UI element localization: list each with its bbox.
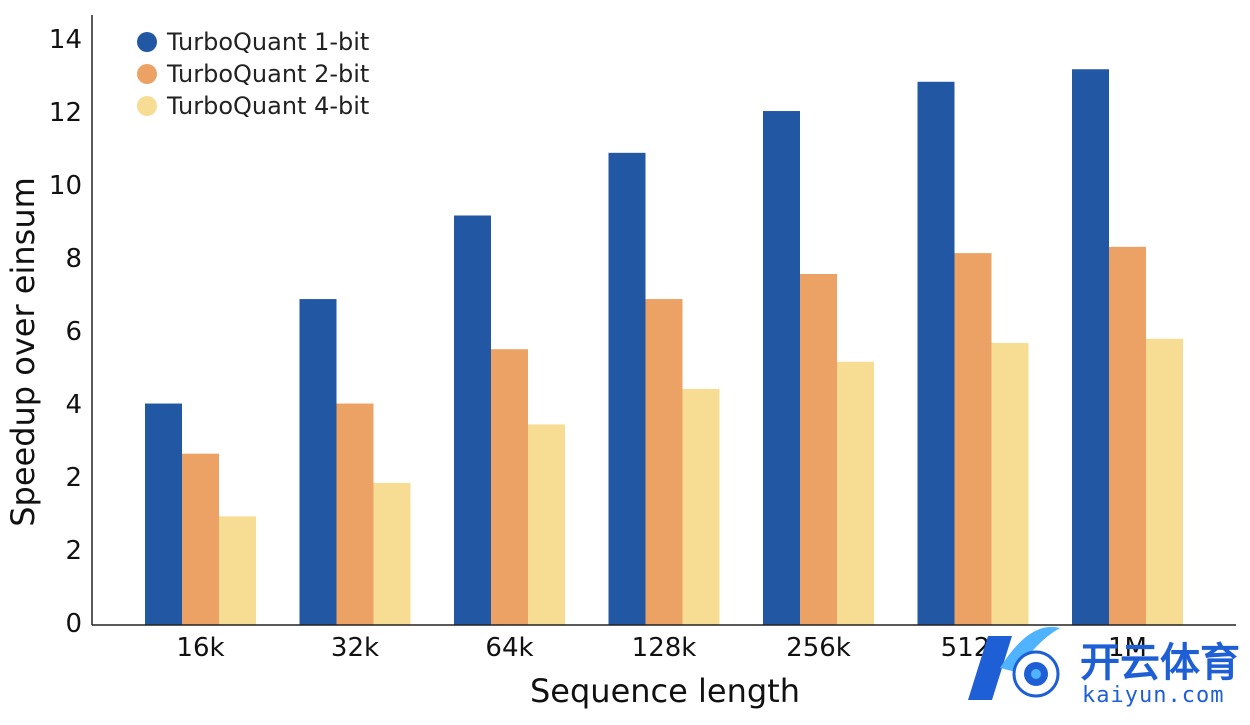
bar-128k-series-1	[608, 152, 646, 626]
bar-128k-series-3	[682, 388, 720, 625]
bar-1M-series-3	[1146, 338, 1183, 625]
y-axis-label: Speedup over einsum	[4, 177, 42, 527]
legend-label: TurboQuant 4-bit	[166, 92, 369, 120]
y-tick-label: 6	[65, 317, 82, 347]
bar-64k-series-2	[491, 349, 528, 625]
y-tick-label: 12	[49, 98, 82, 128]
watermark-brand: 开云体育	[1080, 640, 1240, 686]
x-tick-labels: 16k 32k 64k 128k 256k 512k 1M	[176, 633, 1147, 663]
bar-1M-series-1	[1072, 69, 1109, 625]
y-tick-label: 8	[65, 244, 82, 274]
bar-64k-series-3	[528, 424, 565, 625]
axes-group	[91, 15, 1236, 626]
y-tick-label: 0	[65, 609, 82, 639]
bar-16k-series-1	[145, 403, 182, 625]
x-tick-label: 64k	[485, 633, 533, 663]
bar-128k-series-2	[645, 299, 683, 625]
x-axis-label: Sequence length	[530, 672, 800, 710]
bar-32k-series-3	[373, 482, 411, 625]
y-tick-label: 10	[49, 171, 82, 201]
bar-256k-series-2	[800, 274, 837, 625]
x-tick-label: 128k	[632, 633, 697, 663]
x-tick-label: 1M	[1108, 633, 1147, 663]
bar-256k-series-3	[837, 361, 874, 625]
legend-marker	[137, 64, 157, 84]
bar-512k-series-2	[954, 253, 992, 625]
watermark: 开云体育 kaiyun.com	[968, 626, 1240, 708]
y-tick-label: 14	[49, 25, 82, 55]
y-tick-labels: 0 2 2 4 6 8 10 12 14	[49, 25, 82, 639]
bars-group	[145, 69, 1183, 626]
bar-32k-series-2	[336, 403, 374, 625]
legend: TurboQuant 1-bit TurboQuant 2-bit TurboQua…	[137, 28, 369, 120]
y-tick-label: 4	[65, 390, 82, 420]
bar-16k-series-2	[182, 453, 219, 625]
bar-32k-series-1	[299, 299, 337, 625]
legend-marker	[137, 32, 157, 52]
bar-256k-series-1	[763, 111, 800, 626]
watermark-url: kaiyun.com	[1082, 683, 1224, 708]
legend-label: TurboQuant 2-bit	[166, 60, 369, 88]
y-tick-label: 2	[65, 463, 82, 493]
bar-16k-series-3	[219, 516, 256, 625]
bar-512k-series-3	[991, 342, 1029, 625]
bar-64k-series-1	[454, 215, 491, 625]
legend-marker	[137, 96, 157, 116]
x-tick-label: 16k	[176, 633, 224, 663]
watermark-logo-icon	[968, 626, 1060, 700]
x-tick-label: 32k	[331, 633, 379, 663]
x-tick-label: 256k	[786, 633, 851, 663]
bar-512k-series-1	[917, 81, 955, 626]
bar-1M-series-2	[1109, 246, 1146, 625]
y-tick-label: 2	[65, 536, 82, 566]
legend-label: TurboQuant 1-bit	[166, 28, 369, 56]
